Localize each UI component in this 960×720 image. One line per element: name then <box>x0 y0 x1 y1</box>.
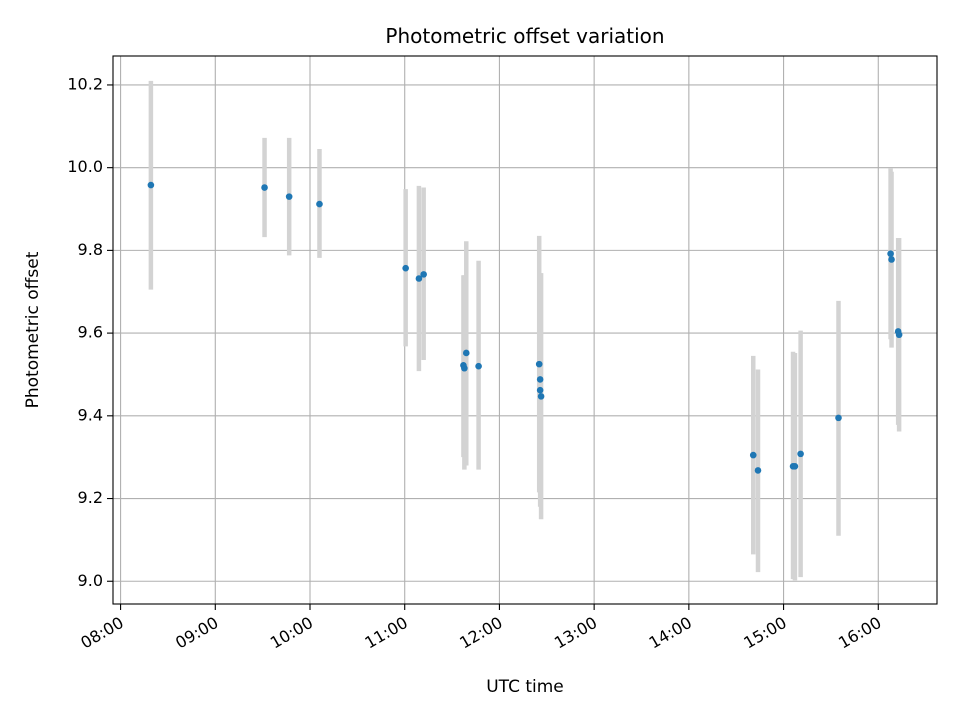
data-point <box>147 181 155 189</box>
data-point <box>895 331 903 339</box>
data-point <box>888 256 895 263</box>
data-point <box>402 264 409 272</box>
chart-title: Photometric offset variation <box>385 24 664 48</box>
data-point <box>835 414 842 422</box>
y-tick-label: 9.6 <box>78 323 103 342</box>
data-point <box>415 275 423 282</box>
y-tick-label: 9.8 <box>78 240 103 259</box>
y-tick-label: 9.2 <box>78 488 103 507</box>
data-point <box>749 451 757 459</box>
plot-area <box>113 56 937 604</box>
y-axis-title: Photometric offset <box>23 251 43 408</box>
data-point <box>754 467 762 474</box>
data-point <box>536 386 544 394</box>
data-point <box>475 362 482 370</box>
data-point <box>797 450 804 458</box>
y-tick-label: 9.4 <box>78 405 103 424</box>
data-point <box>420 271 427 278</box>
x-axis-title: UTC time <box>486 677 564 697</box>
y-tick-label: 9.0 <box>78 571 103 590</box>
plot-frame <box>112 55 938 605</box>
data-point <box>535 360 543 368</box>
data-point <box>285 193 293 200</box>
y-tick-label: 10.0 <box>67 157 103 176</box>
data-point <box>316 200 323 208</box>
data-point <box>461 364 468 372</box>
data-point <box>261 184 268 191</box>
data-point <box>462 349 470 357</box>
y-tick-label: 10.2 <box>67 74 103 93</box>
data-points <box>147 181 903 474</box>
data-point <box>537 393 545 400</box>
data-point <box>791 462 799 470</box>
data-point <box>536 376 544 383</box>
data-point <box>887 250 894 257</box>
